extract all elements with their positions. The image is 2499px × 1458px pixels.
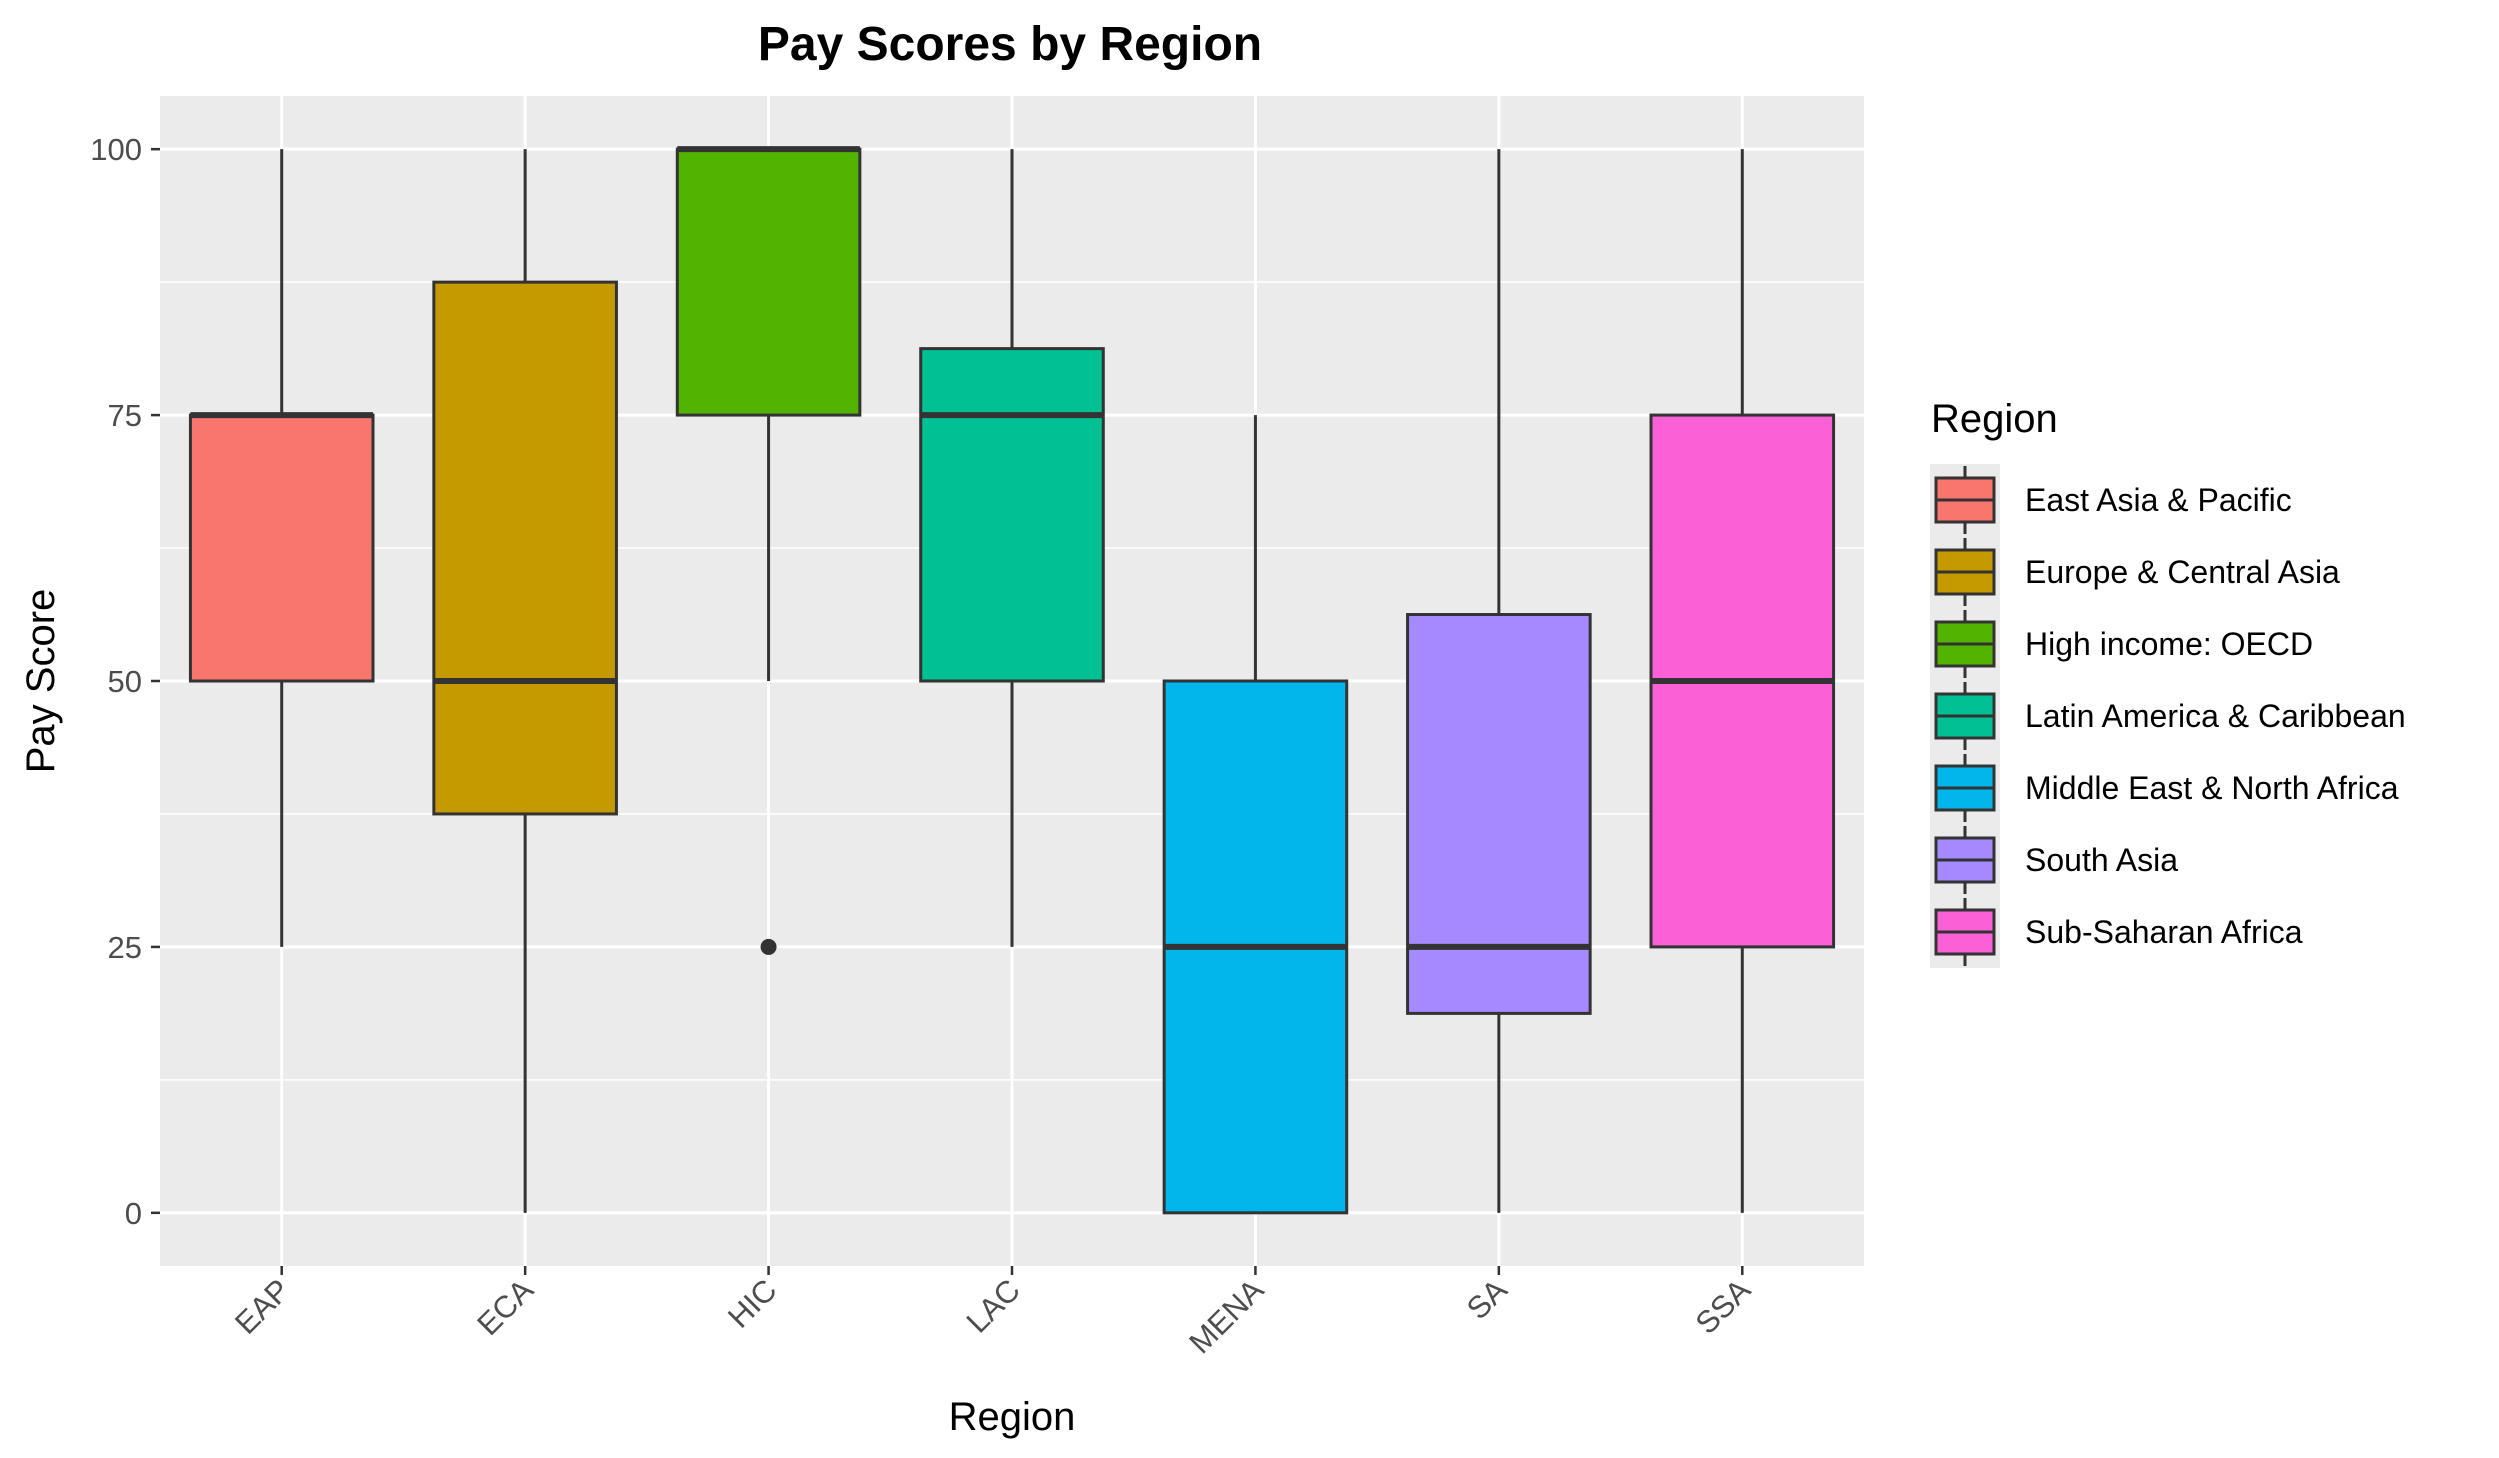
outlier-point: [760, 938, 777, 955]
y-axis-label: Pay Score: [19, 589, 63, 774]
x-tick-label: SA: [1460, 1272, 1514, 1326]
legend-item: Latin America & Caribbean: [1934, 682, 2406, 750]
legend-title: Region: [1931, 397, 2058, 441]
y-tick-label: 100: [90, 132, 142, 167]
box-eca: [432, 149, 618, 1213]
legend-item-label: Middle East & North Africa: [2025, 770, 2399, 806]
x-tick-label: MENA: [1182, 1272, 1270, 1360]
box-iqr: [919, 347, 1105, 683]
legend-item-label: Europe & Central Asia: [2025, 554, 2340, 590]
x-tick-label: SSA: [1689, 1272, 1758, 1341]
box-lac: [919, 149, 1105, 947]
legend-item-label: South Asia: [2025, 842, 2178, 878]
box-hic: [675, 146, 862, 955]
y-tick-label: 0: [125, 1196, 142, 1231]
legend-item-label: East Asia & Pacific: [2025, 482, 2292, 518]
legend-items: East Asia & Pacific Europe & Central Asia…: [1934, 466, 2406, 966]
y-tick-label: 25: [108, 930, 142, 965]
legend-item: Europe & Central Asia: [1934, 538, 2340, 606]
box-ssa: [1649, 149, 1836, 1213]
box-sa: [1406, 149, 1592, 1213]
box-layer: [188, 146, 1836, 1215]
legend-item: East Asia & Pacific: [1934, 466, 2292, 534]
x-tick-label: EAP: [228, 1272, 297, 1341]
box-mena: [1162, 415, 1349, 1215]
x-tick-label: LAC: [960, 1272, 1027, 1339]
legend-item-label: Sub-Saharan Africa: [2025, 914, 2303, 950]
chart-title: Pay Scores by Region: [758, 18, 1262, 71]
legend-item: South Asia: [1934, 826, 2178, 894]
legend-item-label: Latin America & Caribbean: [2025, 698, 2406, 734]
legend-item: High income: OECD: [1934, 610, 2313, 678]
box-eap: [188, 149, 375, 947]
y-tick-label: 50: [108, 664, 142, 699]
legend-item-label: High income: OECD: [2025, 626, 2313, 662]
legend-item: Middle East & North Africa: [1934, 754, 2399, 822]
legend-item: Sub-Saharan Africa: [1934, 898, 2303, 966]
x-tick-label: HIC: [721, 1272, 784, 1335]
box-iqr: [188, 413, 375, 683]
box-iqr: [675, 147, 862, 417]
x-axis-label: Region: [949, 1395, 1076, 1439]
y-tick-label: 75: [108, 398, 142, 433]
x-tick-label: ECA: [470, 1272, 540, 1342]
legend: Region East Asia & Pacific Europe & Centr…: [1930, 397, 2406, 968]
box-iqr: [432, 280, 618, 816]
box-iqr: [1406, 613, 1592, 1015]
